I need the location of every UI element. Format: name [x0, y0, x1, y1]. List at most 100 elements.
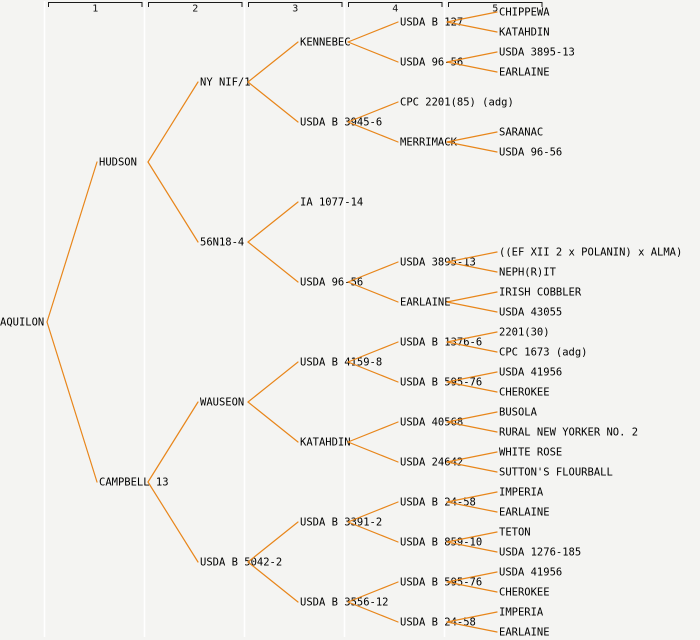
tree-node-label: USDA 24642 [400, 457, 463, 469]
tree-node-label: USDA B 595-76 [400, 377, 482, 389]
pedigree-edge [446, 491, 498, 503]
tree-node-label: USDA 96-56 [400, 57, 463, 69]
tree-node-label: EARLAINE [499, 627, 550, 639]
tree-edges [46, 11, 498, 633]
tree-nodes: AQUILON HUDSON NY NIF/1 KENNEBEC USDA B 127 C… [0, 7, 682, 639]
pedigree-edge [446, 621, 498, 633]
pedigree-edge [446, 501, 498, 513]
pedigree-edge [446, 261, 498, 273]
tree-node-label: USDA 1276-185 [499, 547, 581, 559]
tree-node-label: CHEROKEE [499, 387, 550, 399]
pedigree-edge [147, 481, 199, 563]
pedigree-edge [446, 11, 498, 23]
tree-node-label: KENNEBEC [300, 37, 351, 49]
pedigree-edge [446, 21, 498, 33]
pedigree-edge [347, 601, 399, 623]
generation-headers: 1 2 3 4 5 [48, 2, 543, 15]
tree-node-label: IA 1077-14 [300, 197, 363, 209]
pedigree-edge [247, 241, 299, 283]
tree-node-label: KATAHDIN [300, 437, 351, 449]
pedigree-edge [46, 321, 98, 483]
pedigree-edge [446, 611, 498, 623]
tree-node-label: SUTTON'S FLOURBALL [499, 467, 613, 479]
tree-node-label: EARLAINE [499, 507, 550, 519]
pedigree-edge [347, 281, 399, 303]
pedigree-edge [247, 41, 299, 83]
tree-node-label: USDA B 3945-6 [300, 117, 382, 129]
pedigree-edge [347, 21, 399, 43]
pedigree-edge [347, 261, 399, 283]
pedigree-edge [446, 531, 498, 543]
tree-node-label: NY NIF/1 [200, 77, 251, 89]
tree-node-label: USDA 41956 [499, 367, 562, 379]
tree-node-label: CHEROKEE [499, 587, 550, 599]
tree-node-label: USDA 96-56 [300, 277, 363, 289]
generation-bracket [348, 2, 443, 7]
pedigree-edge [446, 381, 498, 393]
tree-node-label: MERRIMACK [400, 137, 458, 149]
pedigree-edge [347, 421, 399, 443]
generation-header-label: 1 [92, 4, 98, 15]
tree-node-label: CPC 1673 (adg) [499, 347, 588, 359]
pedigree-edge [446, 341, 498, 353]
tree-node-label: NEPH(R)IT [499, 267, 557, 279]
pedigree-edge [247, 401, 299, 443]
pedigree-edge [147, 81, 199, 163]
tree-node-label: 56N18-4 [200, 237, 244, 249]
pedigree-edge [247, 201, 299, 243]
pedigree-edge [46, 161, 98, 323]
tree-node-label: IMPERIA [499, 487, 544, 499]
pedigree-edge [446, 51, 498, 63]
tree-node-label: SARANAC [499, 127, 543, 139]
pedigree-edge [446, 251, 498, 263]
tree-node-label: TETON [499, 527, 531, 539]
tree-node-label: USDA 3895-13 [499, 47, 575, 59]
pedigree-edge [446, 421, 498, 433]
pedigree-edge [446, 131, 498, 143]
tree-node-label: USDA B 1376-6 [400, 337, 482, 349]
tree-node-label: USDA B 595-76 [400, 577, 482, 589]
tree-node-label: USDA B 859-10 [400, 537, 482, 549]
generation-header-label: 5 [492, 4, 498, 15]
pedigree-edge [446, 461, 498, 473]
pedigree-edge [446, 291, 498, 303]
tree-node-label: AQUILON [0, 317, 44, 329]
pedigree-edge [347, 41, 399, 63]
pedigree-edge [347, 581, 399, 603]
pedigree-edge [446, 541, 498, 553]
tree-node-label: USDA 43055 [499, 307, 562, 319]
pedigree-edge [347, 341, 399, 363]
generation-header-label: 4 [392, 4, 398, 15]
generation-bracket [48, 2, 143, 7]
pedigree-edge [446, 331, 498, 343]
tree-node-label: IRISH COBBLER [499, 287, 582, 299]
generation-bracket [448, 2, 543, 7]
generation-header-label: 3 [292, 4, 298, 15]
tree-node-label: USDA 41956 [499, 567, 562, 579]
pedigree-edge [347, 121, 399, 143]
pedigree-edge [446, 61, 498, 73]
pedigree-edge [446, 581, 498, 593]
pedigree-edge [247, 521, 299, 563]
generation-header-label: 2 [192, 4, 198, 15]
generation-bracket [148, 2, 243, 7]
pedigree-edge [347, 501, 399, 523]
tree-node-label: KATAHDIN [499, 27, 550, 39]
pedigree-edge [446, 411, 498, 423]
pedigree-edge [347, 361, 399, 383]
pedigree-edge [446, 451, 498, 463]
tree-node-label: CHIPPEWA [499, 7, 550, 19]
tree-node-label: RURAL NEW YORKER NO. 2 [499, 427, 638, 439]
tree-node-label: EARLAINE [499, 67, 550, 79]
generation-bracket [248, 2, 343, 7]
tree-node-label: USDA B 3391-2 [300, 517, 382, 529]
tree-node-label: USDA B 127 [400, 17, 463, 29]
pedigree-edge [446, 371, 498, 383]
pedigree-edge [347, 441, 399, 463]
pedigree-edge [446, 301, 498, 313]
pedigree-edge [347, 101, 399, 123]
tree-node-label: EARLAINE [400, 297, 451, 309]
tree-node-label: USDA 40568 [400, 417, 463, 429]
